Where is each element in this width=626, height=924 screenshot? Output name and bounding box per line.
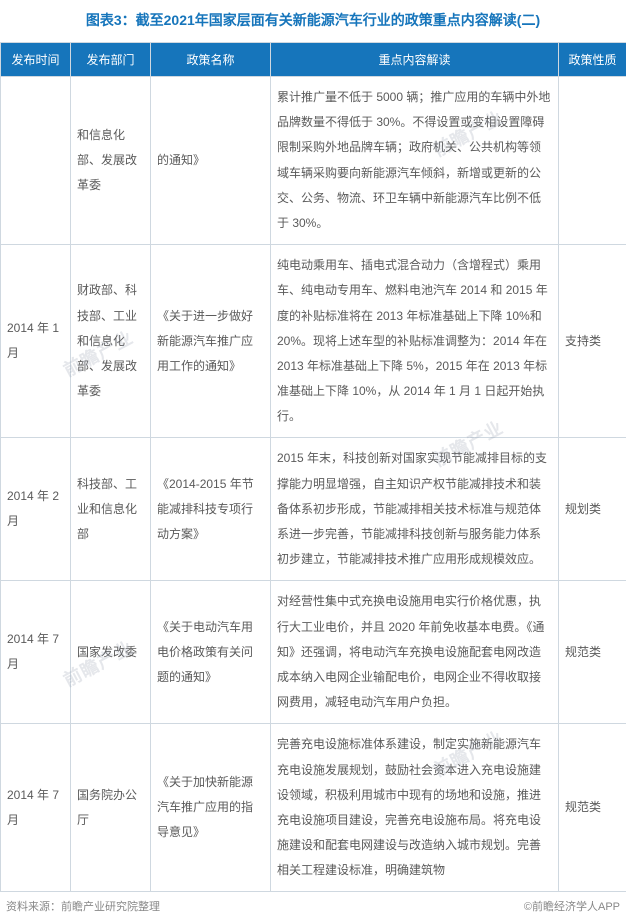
cell-name: 《关于加快新能源汽车推广应用的指导意见》 xyxy=(151,724,271,892)
footer-copyright: ©前瞻经济学人APP xyxy=(524,898,620,914)
col-header-content: 重点内容解读 xyxy=(271,43,559,77)
table-row: 2014 年 7 月 国务院办公厅 《关于加快新能源汽车推广应用的指导意见》 完… xyxy=(1,724,626,892)
chart-title: 图表3：截至2021年国家层面有关新能源汽车行业的政策重点内容解读(二) xyxy=(0,0,626,42)
cell-nature: 规划类 xyxy=(559,438,626,581)
table-row: 和信息化部、发展改革委 的通知》 累计推广量不低于 5000 辆；推广应用的车辆… xyxy=(1,77,626,245)
cell-dept: 财政部、科技部、工业和信息化部、发展改革委 xyxy=(71,245,151,438)
cell-dept: 国家发改委 xyxy=(71,581,151,724)
cell-time: 2014 年 2 月 xyxy=(1,438,71,581)
table-row: 2014 年 1 月 财政部、科技部、工业和信息化部、发展改革委 《关于进一步做… xyxy=(1,245,626,438)
cell-nature xyxy=(559,77,626,245)
table-row: 2014 年 2 月 科技部、工业和信息化部 《2014-2015 年节能减排科… xyxy=(1,438,626,581)
col-header-name: 政策名称 xyxy=(151,43,271,77)
cell-nature: 规范类 xyxy=(559,581,626,724)
cell-name: 《关于电动汽车用电价格政策有关问题的通知》 xyxy=(151,581,271,724)
cell-name: 《关于进一步做好新能源汽车推广应用工作的通知》 xyxy=(151,245,271,438)
col-header-time: 发布时间 xyxy=(1,43,71,77)
cell-name: 《2014-2015 年节能减排科技专项行动方案》 xyxy=(151,438,271,581)
cell-dept: 科技部、工业和信息化部 xyxy=(71,438,151,581)
cell-content: 2015 年末，科技创新对国家实现节能减排目标的支撑能力明显增强，自主知识产权节… xyxy=(271,438,559,581)
cell-dept: 和信息化部、发展改革委 xyxy=(71,77,151,245)
cell-time: 2014 年 7 月 xyxy=(1,581,71,724)
table-row: 2014 年 7 月 国家发改委 《关于电动汽车用电价格政策有关问题的通知》 对… xyxy=(1,581,626,724)
cell-content: 累计推广量不低于 5000 辆；推广应用的车辆中外地品牌数量不得低于 30%。不… xyxy=(271,77,559,245)
footer-source: 资料来源：前瞻产业研究院整理 xyxy=(6,898,160,914)
cell-dept: 国务院办公厅 xyxy=(71,724,151,892)
cell-content: 对经营性集中式充换电设施用电实行价格优惠，执行大工业电价，并且 2020 年前免… xyxy=(271,581,559,724)
cell-content: 纯电动乘用车、插电式混合动力（含增程式）乘用车、纯电动专用车、燃料电池汽车 20… xyxy=(271,245,559,438)
policy-table: 发布时间 发布部门 政策名称 重点内容解读 政策性质 和信息化部、发展改革委 的… xyxy=(0,42,626,892)
footer: 资料来源：前瞻产业研究院整理 ©前瞻经济学人APP xyxy=(0,892,626,924)
cell-time: 2014 年 1 月 xyxy=(1,245,71,438)
cell-time: 2014 年 7 月 xyxy=(1,724,71,892)
cell-time xyxy=(1,77,71,245)
table-header-row: 发布时间 发布部门 政策名称 重点内容解读 政策性质 xyxy=(1,43,626,77)
cell-content: 完善充电设施标准体系建设，制定实施新能源汽车充电设施发展规划，鼓励社会资本进入充… xyxy=(271,724,559,892)
cell-nature: 支持类 xyxy=(559,245,626,438)
cell-name: 的通知》 xyxy=(151,77,271,245)
col-header-nature: 政策性质 xyxy=(559,43,626,77)
col-header-dept: 发布部门 xyxy=(71,43,151,77)
cell-nature: 规范类 xyxy=(559,724,626,892)
